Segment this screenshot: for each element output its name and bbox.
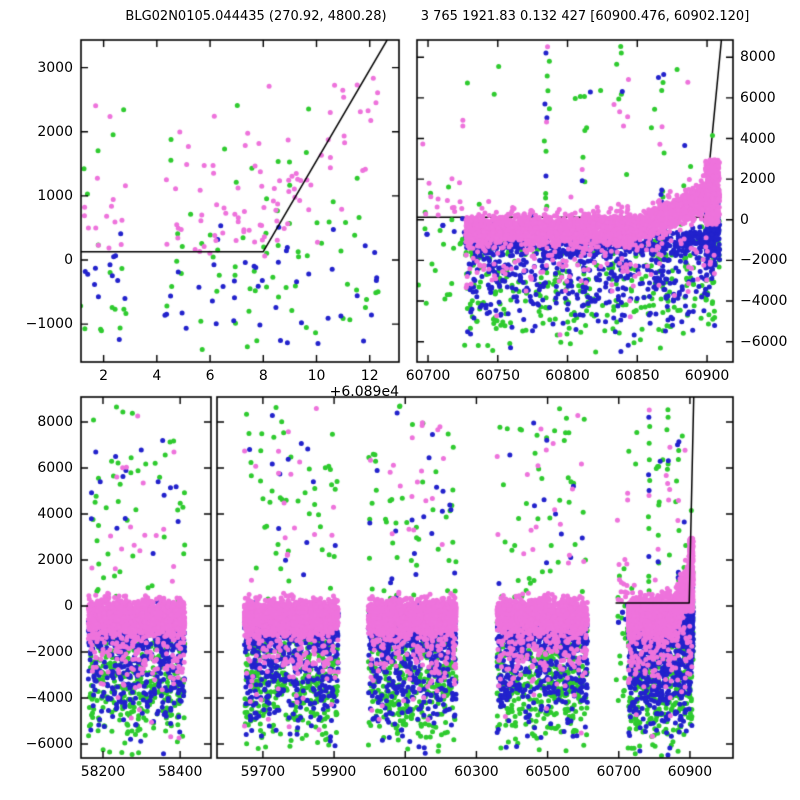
x-tick-label: 59900 — [311, 764, 357, 780]
x-tick-label: 60900 — [684, 368, 730, 384]
x-tick-label: 2 — [99, 368, 109, 384]
y-tick-label: 0 — [64, 598, 73, 614]
x-tick-label: 60100 — [382, 764, 428, 780]
y-tick-label: −6000 — [740, 333, 788, 350]
y-tick-label: 2000 — [740, 171, 776, 188]
plot-title-right: 3 765 1921.83 0.132 427 [60900.476, 6090… — [420, 9, 750, 24]
x-tick-label: 59700 — [240, 764, 286, 780]
axis-offset-label: +6.089e4 — [329, 384, 399, 400]
y-tick-label: 8000 — [37, 414, 73, 431]
y-tick-label: −1000 — [25, 316, 73, 333]
x-tick-label: 12 — [360, 368, 379, 384]
x-tick-label: 60750 — [475, 368, 521, 384]
x-tick-label: 60850 — [615, 368, 660, 384]
y-tick-label: 6000 — [740, 89, 776, 106]
x-tick-label: 60300 — [454, 764, 499, 780]
y-tick-label: 0 — [64, 252, 73, 268]
y-tick-label: 2000 — [37, 552, 73, 569]
plot-title-left: BLG02N0105.044435 (270.92, 4800.28) — [125, 9, 387, 24]
y-tick-label: 8000 — [740, 49, 776, 66]
x-tick-label: 6 — [205, 368, 215, 384]
x-tick-label: 60700 — [405, 368, 451, 384]
x-tick-label: 60700 — [596, 764, 642, 780]
y-tick-label: −4000 — [25, 689, 73, 706]
y-tick-label: −2000 — [25, 643, 73, 660]
y-tick-label: 1000 — [37, 187, 73, 204]
y-tick-label: 4000 — [37, 506, 73, 523]
y-tick-label: −2000 — [740, 252, 788, 269]
y-tick-label: 3000 — [37, 59, 73, 76]
x-tick-label: 60500 — [525, 764, 570, 780]
x-tick-label: 58400 — [157, 764, 203, 780]
y-tick-label: 0 — [740, 211, 749, 228]
y-tick-label: 2000 — [37, 123, 73, 140]
y-tick-label: 4000 — [740, 130, 776, 147]
x-tick-label: 60800 — [545, 368, 590, 384]
x-tick-label: 10 — [307, 368, 326, 384]
x-tick-label: 58200 — [80, 764, 126, 780]
x-tick-label: 60900 — [667, 764, 713, 780]
y-tick-label: −6000 — [25, 735, 73, 752]
x-tick-label: 8 — [258, 368, 268, 384]
y-tick-label: 6000 — [37, 460, 73, 477]
y-tick-label: −4000 — [740, 293, 788, 310]
x-tick-label: 4 — [152, 368, 162, 384]
